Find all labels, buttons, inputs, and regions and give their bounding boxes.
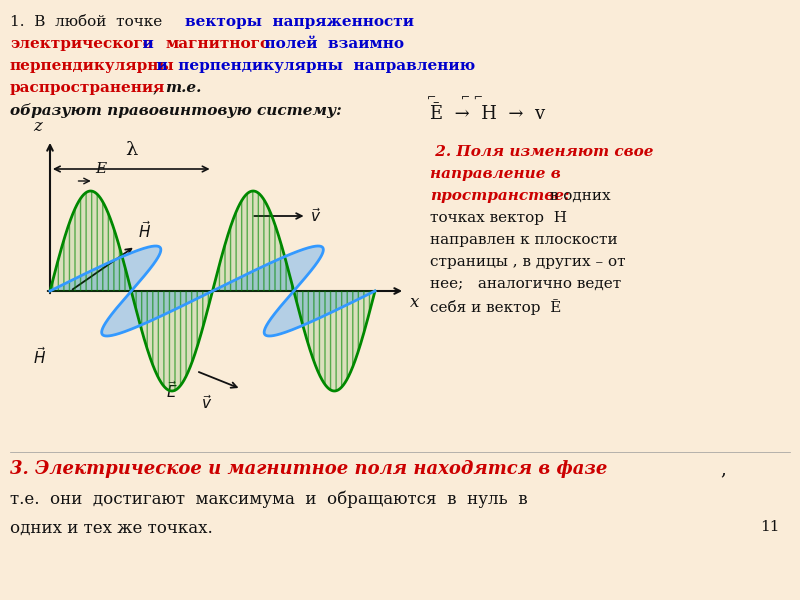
Text: нее;   аналогично ведет: нее; аналогично ведет: [430, 277, 622, 291]
Text: образуют правовинтовую систему:: образуют правовинтовую систему:: [10, 103, 342, 118]
Text: 3. Электрическое и магнитное поля находятся в фазе: 3. Электрическое и магнитное поля находя…: [10, 460, 607, 478]
Text: одних и тех же точках.: одних и тех же точках.: [10, 520, 213, 537]
Text: $\vec{v}$: $\vec{v}$: [310, 207, 321, 225]
Text: λ: λ: [125, 141, 138, 159]
Text: $\vec{E}$: $\vec{E}$: [166, 380, 178, 401]
Text: z: z: [34, 118, 42, 135]
Text: ,: ,: [720, 460, 726, 478]
Text: полей  взаимно: полей взаимно: [254, 37, 404, 51]
Text: E: E: [96, 162, 106, 176]
Text: магнитного: магнитного: [166, 37, 271, 51]
Text: ⌐       ⌐ ⌐: ⌐ ⌐ ⌐: [427, 93, 483, 103]
Polygon shape: [213, 191, 294, 292]
Text: и: и: [132, 37, 164, 51]
Text: пространстве:: пространстве:: [430, 189, 570, 203]
Text: в одних: в одних: [545, 189, 610, 203]
Text: x: x: [410, 294, 419, 311]
Text: т.е.  они  достигают  максимума  и  обращаются  в  нуль  в: т.е. они достигают максимума и обращаютс…: [10, 490, 528, 508]
Text: и  перпендикулярны  направлению: и перпендикулярны направлению: [146, 59, 475, 73]
Text: направление в: направление в: [430, 167, 561, 181]
Polygon shape: [294, 291, 375, 391]
Text: ,: ,: [148, 81, 167, 95]
Text: распространения: распространения: [10, 81, 166, 95]
Text: перпендикулярны: перпендикулярны: [10, 59, 174, 73]
Text: $\vec{H}$: $\vec{H}$: [138, 220, 151, 241]
Text: $\vec{v}$: $\vec{v}$: [201, 394, 212, 412]
Text: 2. Поля изменяют свое: 2. Поля изменяют свое: [430, 145, 654, 159]
Text: т.е.: т.е.: [165, 81, 202, 95]
Text: направлен к плоскости: направлен к плоскости: [430, 233, 618, 247]
Text: Ē  →  H  →  v: Ē → H → v: [430, 105, 545, 123]
Text: 1.  В  любой  точке: 1. В любой точке: [10, 15, 172, 29]
Text: электрического: электрического: [10, 37, 153, 51]
Polygon shape: [50, 246, 161, 291]
Polygon shape: [50, 191, 131, 292]
Polygon shape: [213, 246, 323, 292]
Polygon shape: [102, 291, 213, 336]
Text: себя и вектор  Ē: себя и вектор Ē: [430, 299, 562, 315]
Text: 11: 11: [760, 520, 779, 534]
Text: страницы , в других – от: страницы , в других – от: [430, 255, 626, 269]
Text: векторы  напряженности: векторы напряженности: [185, 15, 414, 29]
Text: $\vec{H}$: $\vec{H}$: [33, 346, 46, 367]
Text: точках вектор  H̄: точках вектор H̄: [430, 211, 567, 225]
Polygon shape: [131, 290, 213, 391]
Polygon shape: [264, 291, 375, 336]
